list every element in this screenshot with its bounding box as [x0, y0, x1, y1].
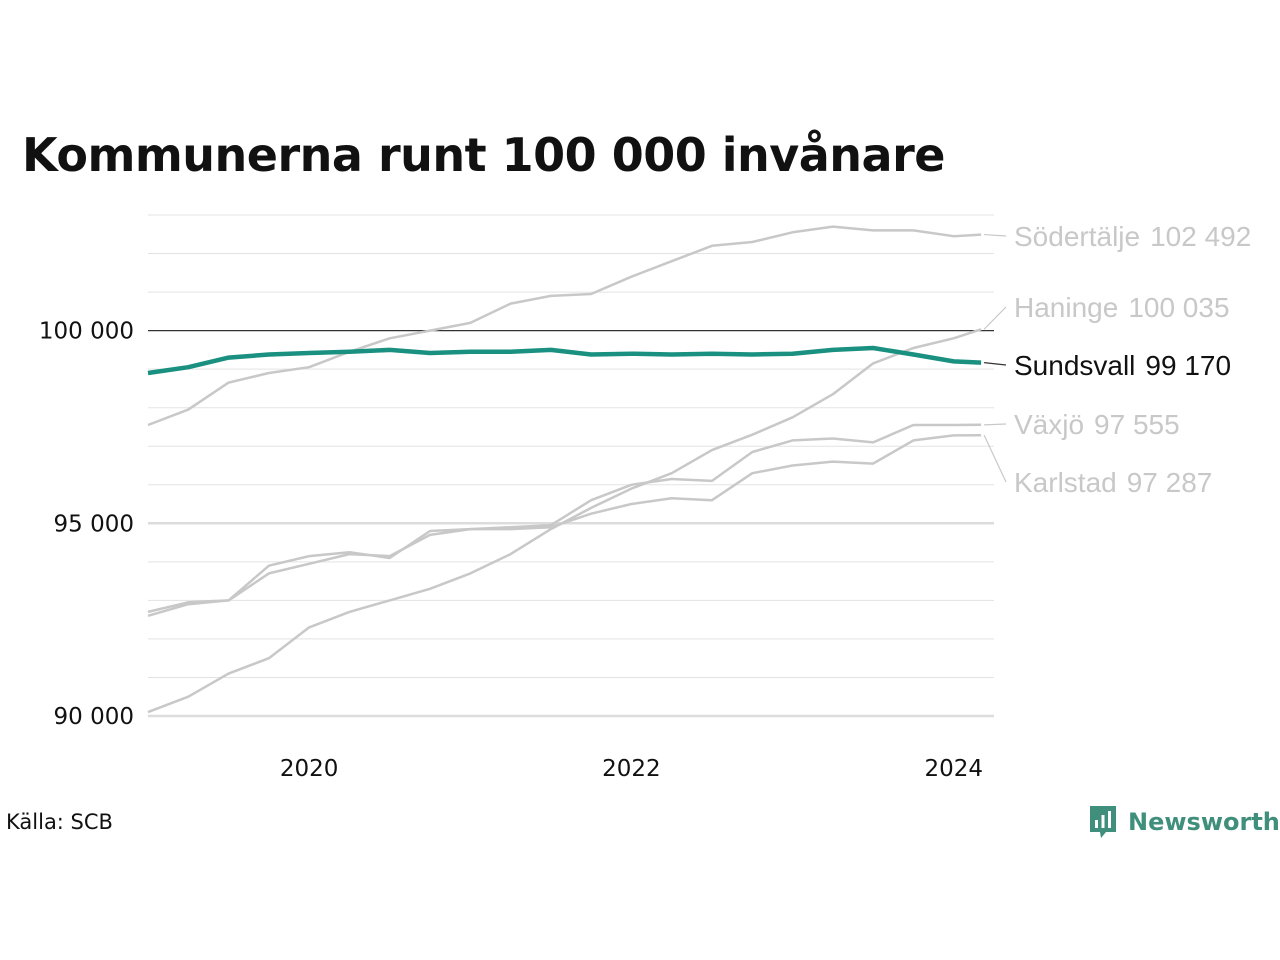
series-end-label: Södertälje 102 492: [1014, 221, 1251, 252]
series-line-växjö: [147, 423, 982, 618]
series-end-label: Växjö 97 555: [1014, 409, 1180, 440]
series-end-label: Sundsvall 99 170: [1014, 350, 1231, 381]
leader-line: [984, 362, 1007, 366]
series-name: Växjö: [1014, 409, 1084, 440]
leader-line: [984, 423, 1007, 426]
end-labels: Södertälje 102 492 Haninge 100 035 Sundsvall…: [983, 221, 1251, 498]
x-tick-label: 2024: [924, 756, 983, 782]
series-end-value: 99 170: [1145, 350, 1231, 381]
x-tick-label: 2022: [602, 756, 661, 782]
series-lines: [147, 225, 982, 714]
series-name: Haninge: [1014, 292, 1118, 323]
axis-labels: 90 000 95 000 100 000 2020 2022 2024: [39, 319, 983, 782]
y-tick-label: 90 000: [54, 704, 134, 730]
series-line-haninge: [147, 328, 982, 714]
series-end-value: 102 492: [1150, 221, 1251, 252]
y-tick-label: 95 000: [54, 511, 134, 537]
series-end-label: Karlstad 97 287: [1014, 467, 1212, 498]
series-name: Karlstad: [1014, 467, 1117, 498]
series-line-sundsvall: [147, 345, 982, 376]
gridlines: [148, 214, 994, 718]
source-note: Källa: SCB: [6, 810, 113, 834]
series-line-karlstad: [147, 433, 982, 614]
series-end-value: 97 555: [1094, 409, 1180, 440]
brand-logo: Newsworthy: [1088, 804, 1280, 840]
series-end-value: 100 035: [1128, 292, 1229, 323]
leader-line: [984, 233, 1007, 237]
newsworthy-bar-chart-icon: [1090, 806, 1116, 838]
y-tick-label: 100 000: [39, 319, 134, 345]
series-end-value: 97 287: [1127, 467, 1213, 498]
series-name: Södertälje: [1014, 221, 1140, 252]
series-line-södertälje: [147, 225, 982, 427]
chart-title: Kommunerna runt 100 000 invånare: [22, 128, 945, 182]
leader-line: [983, 434, 1007, 483]
series-end-label: Haninge 100 035: [1014, 292, 1230, 323]
leader-line: [983, 306, 1007, 330]
series-name: Sundsvall: [1014, 350, 1135, 381]
x-tick-label: 2020: [280, 756, 339, 782]
brand-name: Newsworthy: [1128, 808, 1280, 836]
